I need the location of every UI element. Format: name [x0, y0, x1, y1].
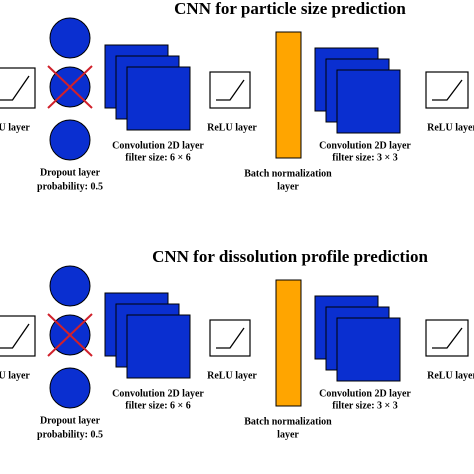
relu-box	[0, 315, 36, 357]
batch-norm-label: layer	[277, 429, 299, 440]
neuron	[49, 367, 91, 409]
conv-label: filter size: 6 × 6	[125, 152, 191, 163]
relu-icon	[216, 327, 245, 349]
relu-box	[209, 319, 251, 357]
batch-norm-bar	[275, 279, 302, 407]
neuron	[49, 119, 91, 161]
conv-label: Convolution 2D layer	[319, 140, 411, 151]
relu-box	[0, 67, 36, 109]
dropout-label: probability: 0.5	[37, 429, 103, 440]
neuron	[49, 265, 91, 307]
relu-label: ReLU layer	[0, 122, 30, 133]
relu-label: ReLU layer	[427, 122, 474, 133]
conv-map	[126, 314, 191, 379]
relu-icon	[432, 327, 463, 349]
relu-icon	[0, 323, 30, 349]
relu-box	[425, 319, 469, 357]
dropout-label: probability: 0.5	[37, 181, 103, 192]
panel-title: CNN for dissolution profile prediction	[152, 247, 428, 266]
conv-label: Convolution 2D layer	[112, 140, 204, 151]
panel-title: CNN for particle size prediction	[174, 0, 406, 18]
network-panel: CNN for particle size prediction ReLU lay…	[0, 0, 474, 192]
neuron	[49, 17, 91, 59]
conv-map	[336, 69, 401, 134]
conv-label: filter size: 6 × 6	[125, 400, 191, 411]
relu-icon	[432, 79, 463, 101]
network-panel: CNN for dissolution profile prediction Re…	[0, 247, 474, 440]
relu-label: ReLU layer	[207, 122, 257, 133]
conv-map	[126, 66, 191, 131]
relu-label: ReLU layer	[0, 370, 30, 381]
relu-label: ReLU layer	[427, 370, 474, 381]
relu-label: ReLU layer	[207, 370, 257, 381]
dropout-label: Dropout layer	[40, 415, 101, 426]
relu-box	[425, 71, 469, 109]
batch-norm-label: layer	[277, 181, 299, 192]
batch-norm-label: Batch normalization	[244, 416, 332, 427]
conv-label: Convolution 2D layer	[319, 388, 411, 399]
dropout-label: Dropout layer	[40, 167, 101, 178]
dropout-cross	[47, 313, 93, 357]
conv-map	[336, 317, 401, 382]
relu-icon	[0, 75, 30, 101]
batch-norm-bar	[275, 31, 302, 159]
relu-icon	[216, 79, 245, 101]
conv-label: filter size: 3 × 3	[332, 152, 398, 163]
conv-label: filter size: 3 × 3	[332, 400, 398, 411]
dropout-cross	[47, 65, 93, 109]
conv-label: Convolution 2D layer	[112, 388, 204, 399]
relu-box	[209, 71, 251, 109]
batch-norm-label: Batch normalization	[244, 168, 332, 179]
